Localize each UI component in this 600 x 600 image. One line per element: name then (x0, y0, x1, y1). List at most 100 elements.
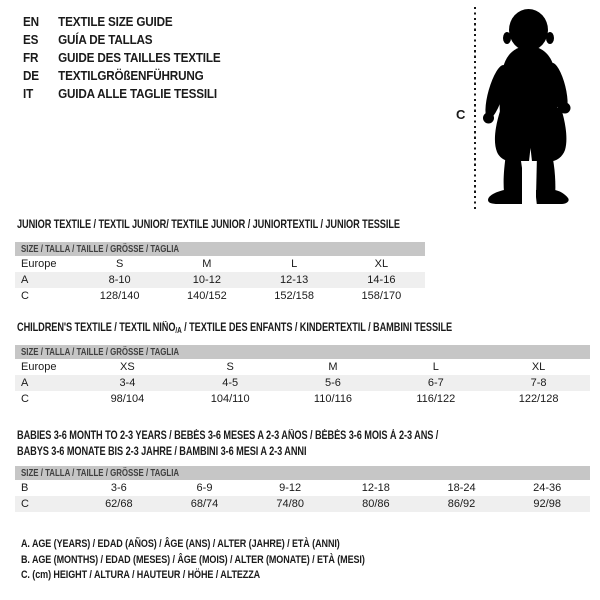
height-measure-label: C (456, 107, 466, 122)
cell-value: 92/98 (533, 498, 561, 510)
column-header: S (226, 361, 234, 373)
cell-value: 7-8 (530, 377, 547, 389)
cell-value: 158/170 (361, 290, 402, 302)
language-list: EN TEXTILE SIZE GUIDE ES GUÍA DE TALLAS … (23, 13, 242, 103)
column-header: L (291, 258, 298, 270)
title-part: CHILDREN'S TEXTILE / TEXTIL NIÑO (17, 322, 176, 334)
row-label: C (21, 498, 29, 510)
cell-value: 62/68 (105, 498, 133, 510)
size-header-bar: SIZE / TALLA / TAILLE / GRÖSSE / TAGLIA (15, 466, 590, 480)
row-label: A (21, 274, 29, 286)
lang-label: GUÍA DE TALLAS (58, 32, 153, 47)
column-header: M (202, 258, 212, 270)
cell-value: 4-5 (222, 377, 239, 389)
lang-row-it: IT GUIDA ALLE TAGLIE TESSILI (23, 85, 220, 103)
lang-row-fr: FR GUIDE DES TAILLES TEXTILE (23, 49, 221, 67)
column-header: L (432, 361, 439, 373)
cell-value: 122/128 (518, 393, 559, 405)
children-size-table: SIZE / TALLA / TAILLE / GRÖSSE / TAGLIA … (15, 345, 590, 407)
cell-value: 68/74 (190, 498, 219, 510)
section-title-text: BABYS 3-6 MONATE BIS 2-3 JAHRE / BAMBINI… (17, 446, 307, 458)
column-header: XL (531, 361, 546, 373)
region-label: Europe (21, 361, 57, 373)
lang-code: ES (23, 32, 39, 47)
cell-value: 128/140 (99, 290, 140, 302)
cell-value: 12-13 (280, 274, 309, 286)
table-row-columns: Europe S M L XL (15, 256, 425, 272)
row-label: C (21, 290, 29, 302)
table-row-a: A 3-4 4-5 5-6 6-7 7-8 (15, 375, 590, 391)
footnote-text: A. AGE (YEARS) / EDAD (AÑOS) / ÂGE (ANS)… (21, 538, 340, 550)
cell-value: 14-16 (367, 274, 396, 286)
cell-value: 5-6 (325, 377, 341, 389)
cell-value: 86/92 (447, 498, 476, 510)
cell-value: 140/152 (186, 290, 227, 302)
cell-value: 12-18 (361, 482, 390, 494)
column-header: M (328, 361, 338, 373)
cell-value: 104/110 (210, 393, 250, 405)
cell-value: 110/116 (313, 393, 353, 405)
junior-size-table: SIZE / TALLA / TAILLE / GRÖSSE / TAGLIA … (15, 242, 425, 304)
table-row-columns: Europe XS S M L XL (15, 359, 590, 375)
cell-value: 8-10 (108, 274, 131, 286)
region-label: Europe (21, 258, 57, 270)
cell-value: 9-12 (279, 482, 302, 494)
cell-value: 116/122 (416, 393, 456, 405)
table-row-c: C 128/140 140/152 152/158 158/170 (15, 288, 425, 304)
cell-value: 10-12 (192, 274, 221, 286)
footnote-c: C. (cm) HEIGHT / ALTURA / HAUTEUR / HÖHE… (21, 565, 313, 583)
footnote-text: C. (cm) HEIGHT / ALTURA / HAUTEUR / HÖHE… (21, 569, 261, 581)
lang-row-de: DE TEXTILGRÖßENFÜHRUNG (23, 67, 220, 85)
footnote-b: B. AGE (MONTHS) / EDAD (MESES) / ÂGE (MO… (21, 550, 440, 568)
column-header: S (115, 258, 124, 270)
lang-label: TEXTILE SIZE GUIDE (58, 14, 173, 29)
section-title-children: CHILDREN'S TEXTILE / TEXTIL NIÑO/A / TEX… (17, 318, 561, 336)
size-header-label: SIZE / TALLA / TAILLE / GRÖSSE / TAGLIA (21, 243, 180, 255)
footnote-a: A. AGE (YEARS) / EDAD (AÑOS) / ÂGE (ANS)… (21, 534, 410, 552)
lang-code: EN (23, 14, 39, 29)
lang-row-es: ES GUÍA DE TALLAS (23, 31, 220, 49)
baby-silhouette-icon (483, 9, 571, 206)
height-measure-line (474, 7, 476, 209)
row-label: C (21, 393, 29, 405)
section-title-text: JUNIOR TEXTILE / TEXTIL JUNIOR/ TEXTILE … (17, 219, 400, 231)
size-header-label: SIZE / TALLA / TAILLE / GRÖSSE / TAGLIA (21, 467, 180, 479)
lang-label: GUIDA ALLE TAGLIE TESSILI (58, 86, 217, 101)
row-label: A (21, 377, 29, 389)
table-row-c: C 98/104 104/110 110/116 116/122 122/128 (15, 391, 590, 407)
cell-value: 6-9 (196, 482, 213, 494)
cell-value: 3-6 (110, 482, 127, 494)
section-title-text: CHILDREN'S TEXTILE / TEXTIL NIÑO/A / TEX… (17, 322, 452, 335)
cell-value: 98/104 (110, 393, 145, 405)
section-title-junior: JUNIOR TEXTILE / TEXTIL JUNIOR/ TEXTILE … (17, 215, 496, 233)
lang-code: DE (23, 68, 39, 83)
cell-value: 24-36 (533, 482, 562, 494)
lang-label: GUIDE DES TAILLES TEXTILE (58, 50, 221, 65)
cell-value: 3-4 (119, 377, 136, 389)
title-part: / TEXTILE DES ENFANTS / KINDERTEXTIL / B… (181, 322, 453, 334)
row-label: B (21, 482, 29, 494)
cell-value: 74/80 (276, 498, 304, 510)
size-header-label: SIZE / TALLA / TAILLE / GRÖSSE / TAGLIA (21, 346, 180, 358)
column-header: XS (120, 361, 135, 373)
cell-value: 80/86 (362, 498, 390, 510)
babies-size-table: SIZE / TALLA / TAILLE / GRÖSSE / TAGLIA … (15, 466, 590, 512)
size-header-bar: SIZE / TALLA / TAILLE / GRÖSSE / TAGLIA (15, 242, 425, 256)
footnote-text: B. AGE (MONTHS) / EDAD (MESES) / ÂGE (MO… (21, 554, 365, 566)
table-row-c: C 62/68 68/74 74/80 80/86 86/92 92/98 (15, 496, 590, 512)
table-row-b: B 3-6 6-9 9-12 12-18 18-24 24-36 (15, 480, 590, 496)
lang-code: FR (23, 50, 39, 65)
title-part-subscript: /A (175, 326, 182, 335)
section-title-babies-line2: BABYS 3-6 MONATE BIS 2-3 JAHRE / BAMBINI… (17, 442, 379, 460)
section-title-text: BABIES 3-6 MONTH TO 2-3 YEARS / BEBÉS 3-… (17, 430, 439, 442)
lang-code: IT (23, 86, 34, 101)
lang-label: TEXTILGRÖßENFÜHRUNG (58, 68, 204, 83)
section-title-babies-line1: BABIES 3-6 MONTH TO 2-3 YEARS / BEBÉS 3-… (17, 426, 544, 444)
cell-value: 18-24 (447, 482, 476, 494)
cell-value: 6-7 (427, 377, 444, 389)
size-header-bar: SIZE / TALLA / TAILLE / GRÖSSE / TAGLIA (15, 345, 590, 359)
table-row-a: A 8-10 10-12 12-13 14-16 (15, 272, 425, 288)
lang-row-en: EN TEXTILE SIZE GUIDE (23, 13, 220, 31)
cell-value: 152/158 (274, 290, 314, 302)
